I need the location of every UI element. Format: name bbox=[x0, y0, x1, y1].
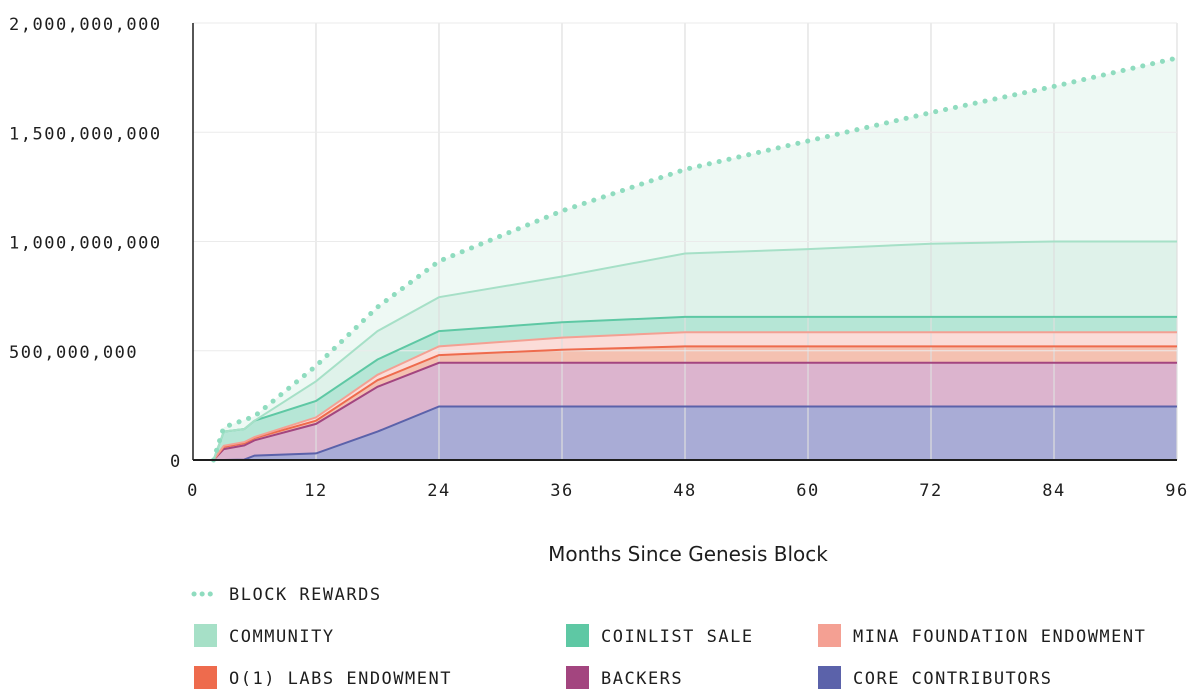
legend-swatch bbox=[566, 624, 589, 647]
legend-entry-block-rewards: BLOCK REWARDS bbox=[191, 585, 382, 605]
legend-label: CORE CONTRIBUTORS bbox=[853, 669, 1053, 689]
legend-entry-o-1-labs-endowment: O(1) LABS ENDOWMENT bbox=[194, 666, 452, 689]
o-1-labs-endowment-area bbox=[193, 346, 1177, 460]
legend-entry-community: COMMUNITY bbox=[194, 624, 335, 647]
x-tick-label: 96 bbox=[1165, 481, 1188, 501]
x-tick-label: 84 bbox=[1042, 481, 1065, 501]
legend-label: O(1) LABS ENDOWMENT bbox=[229, 669, 452, 689]
y-tick-label: 1,000,000,000 bbox=[9, 234, 162, 254]
block-rewards-line bbox=[211, 55, 1180, 463]
legend-swatch bbox=[566, 666, 589, 689]
y-tick-label: 0 bbox=[170, 452, 182, 472]
legend-swatch bbox=[194, 666, 217, 689]
legend-swatch bbox=[194, 624, 217, 647]
x-tick-label: 48 bbox=[673, 481, 696, 501]
legend-label: BACKERS bbox=[601, 669, 683, 689]
legend-label: COMMUNITY bbox=[229, 627, 335, 647]
axes bbox=[192, 23, 1177, 461]
legend-entry-mina-foundation-endowment: MINA FOUNDATION ENDOWMENT bbox=[818, 624, 1146, 647]
mina-foundation-endowment-area bbox=[193, 332, 1177, 460]
y-tick-label: 1,500,000,000 bbox=[9, 124, 162, 144]
y-tick-label: 500,000,000 bbox=[9, 343, 138, 363]
legend-label: COINLIST SALE bbox=[601, 627, 754, 647]
x-tick-label: 24 bbox=[427, 481, 450, 501]
legend-entry-backers: BACKERS bbox=[566, 666, 683, 689]
series-lines bbox=[193, 55, 1180, 463]
legend-swatch bbox=[818, 624, 841, 647]
tick-labels: 0 500,000,000 1,000,000,000 1,500,000,000 2,… bbox=[9, 15, 1188, 501]
legend: BLOCK REWARDS COMMUNITY COINLIST SALE MINA … bbox=[191, 585, 1146, 689]
x-tick-label: 0 bbox=[187, 481, 199, 501]
x-tick-label: 36 bbox=[550, 481, 573, 501]
x-tick-label: 60 bbox=[796, 481, 819, 501]
legend-label: BLOCK REWARDS bbox=[229, 585, 382, 605]
x-axis-title: Months Since Genesis Block bbox=[548, 542, 828, 566]
legend-entry-coinlist-sale: COINLIST SALE bbox=[566, 624, 754, 647]
y-tick-label: 2,000,000,000 bbox=[9, 15, 162, 35]
legend-swatch bbox=[818, 666, 841, 689]
legend-label: MINA FOUNDATION ENDOWMENT bbox=[853, 627, 1146, 647]
x-tick-label: 72 bbox=[919, 481, 942, 501]
legend-entry-core-contributors: CORE CONTRIBUTORS bbox=[818, 666, 1053, 689]
mina-foundation-endowment-line bbox=[193, 331, 1177, 461]
x-tick-label: 12 bbox=[304, 481, 327, 501]
